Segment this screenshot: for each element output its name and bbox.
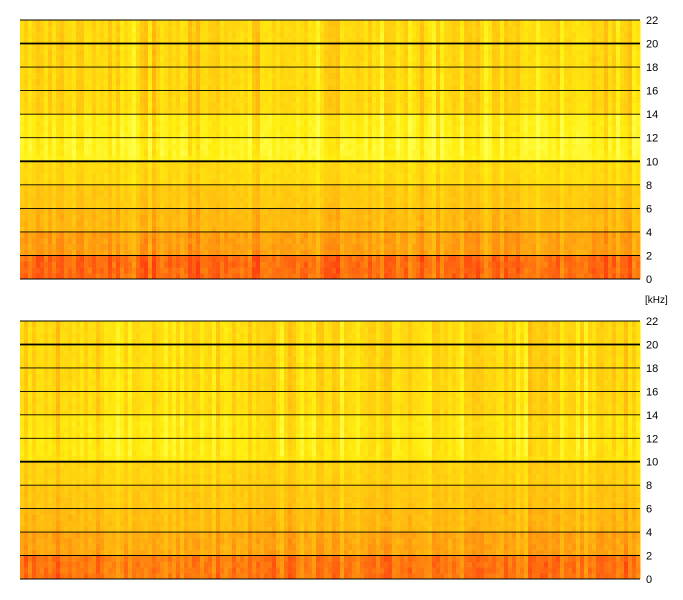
- spectrogram-panel-top: 0246810121416182022: [20, 15, 658, 286]
